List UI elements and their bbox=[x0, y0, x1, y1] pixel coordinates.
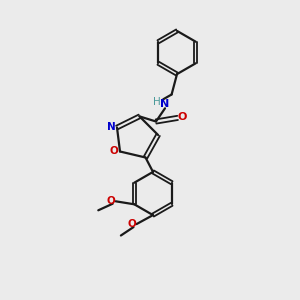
Text: N: N bbox=[106, 122, 116, 133]
Text: O: O bbox=[177, 112, 187, 122]
Text: N: N bbox=[160, 99, 169, 110]
Text: O: O bbox=[110, 146, 118, 157]
Text: O: O bbox=[106, 196, 115, 206]
Text: O: O bbox=[127, 219, 136, 229]
Text: H: H bbox=[153, 97, 161, 107]
